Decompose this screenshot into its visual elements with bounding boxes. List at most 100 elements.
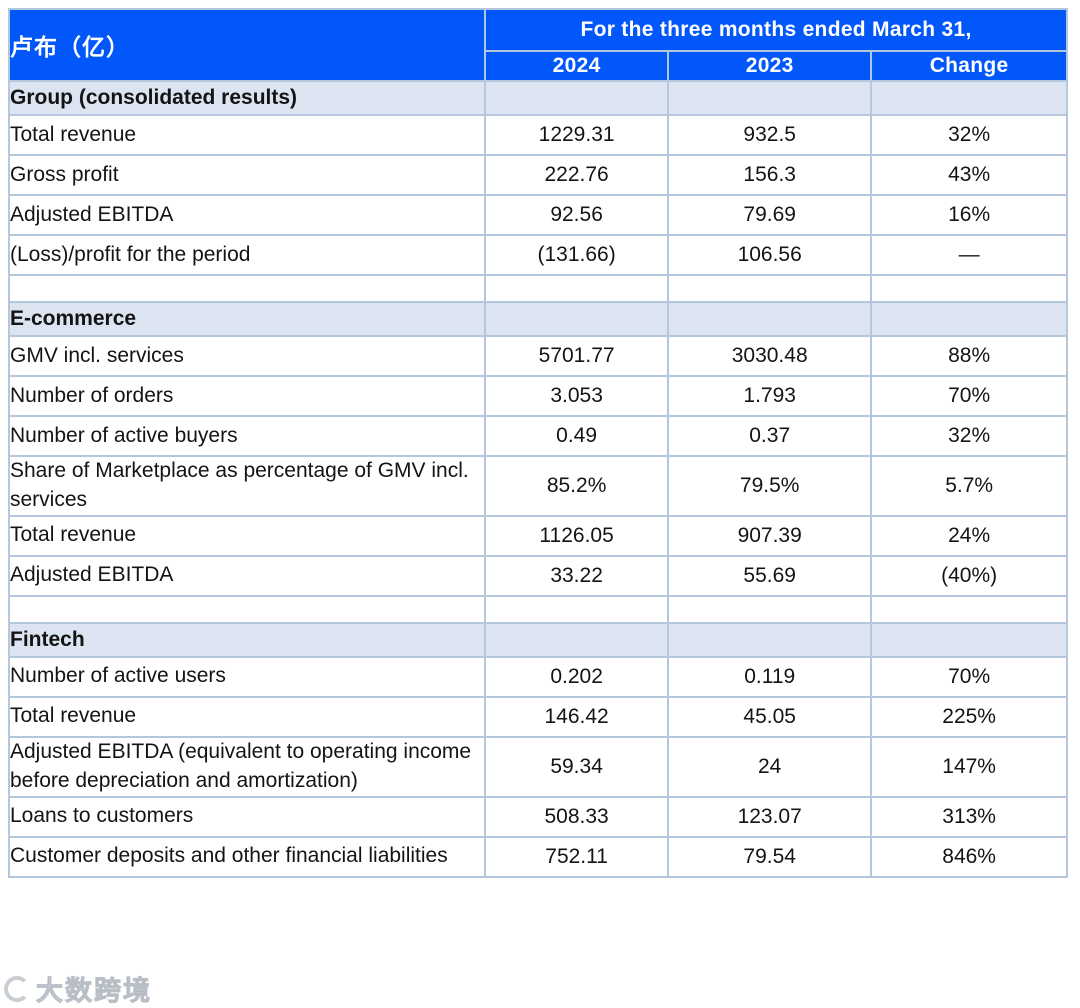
value-2024: 0.202	[484, 655, 670, 698]
row-label: Number of orders	[7, 375, 487, 417]
empty-cell	[667, 274, 873, 303]
value-change: 88%	[870, 335, 1068, 377]
table-body: Group (consolidated results) Total revenu…	[7, 80, 1068, 878]
empty-cell	[484, 594, 670, 624]
column-header-2023: 2023	[667, 50, 873, 82]
value-change: 24%	[870, 514, 1068, 557]
empty-cell	[7, 594, 487, 624]
period-header-row: 卢布（亿） For the three months ended March 3…	[7, 8, 1068, 82]
value-2023: 79.54	[667, 835, 873, 878]
value-2023: 3030.48	[667, 335, 873, 377]
value-2024: 146.42	[484, 695, 670, 738]
empty-cell	[870, 594, 1068, 624]
value-2024: 59.34	[484, 735, 670, 798]
value-change: —	[870, 234, 1068, 276]
value-2023: 79.5%	[667, 455, 873, 517]
value-change: 147%	[870, 735, 1068, 798]
value-2023: 156.3	[667, 154, 873, 196]
section-header-row: E-commerce	[7, 301, 1068, 337]
value-2023: 79.69	[667, 194, 873, 236]
value-change: 32%	[870, 415, 1068, 457]
value-2023: 907.39	[667, 514, 873, 557]
watermark: 大数跨境	[4, 969, 152, 1008]
value-2023: 24	[667, 735, 873, 798]
table-row: Total revenue 146.42 45.05 225%	[7, 695, 1068, 738]
empty-cell	[667, 80, 873, 116]
value-2024: 5701.77	[484, 335, 670, 377]
section-title: E-commerce	[7, 301, 487, 337]
year-header-row: 2024 2023 Change	[9, 50, 1068, 82]
value-2024: 1229.31	[484, 114, 670, 156]
table-row: Number of active buyers 0.49 0.37 32%	[7, 415, 1068, 457]
value-2023: 0.119	[667, 655, 873, 698]
value-2023: 1.793	[667, 375, 873, 417]
value-2024: 752.11	[484, 835, 670, 878]
table-row: Share of Marketplace as percentage of GM…	[7, 455, 1068, 517]
value-2024: 33.22	[484, 554, 670, 597]
financial-results-table: 卢布（亿） For the three months ended March 3…	[7, 8, 1068, 878]
table-row: Adjusted EBITDA 92.56 79.69 16%	[7, 194, 1068, 236]
row-label: Total revenue	[7, 114, 487, 156]
value-2024: 85.2%	[484, 455, 670, 517]
row-label: (Loss)/profit for the period	[7, 234, 487, 276]
value-2023: 45.05	[667, 695, 873, 738]
value-2024: (131.66)	[484, 234, 670, 276]
table-row: Loans to customers 508.33 123.07 313%	[7, 795, 1068, 838]
value-2023: 55.69	[667, 554, 873, 597]
row-label: GMV incl. services	[7, 335, 487, 377]
table-header: 卢布（亿） For the three months ended March 3…	[7, 8, 1068, 82]
spacer-row	[7, 274, 1068, 303]
row-label: Adjusted EBITDA	[7, 194, 487, 236]
empty-cell	[484, 301, 670, 337]
row-label: Loans to customers	[7, 795, 487, 838]
section-header-row: Group (consolidated results)	[7, 80, 1068, 116]
value-2023: 0.37	[667, 415, 873, 457]
value-change: 5.7%	[870, 455, 1068, 517]
row-label: Customer deposits and other financial li…	[7, 835, 487, 878]
empty-cell	[870, 274, 1068, 303]
table-row: Adjusted EBITDA (equivalent to operating…	[7, 735, 1068, 798]
value-change: 225%	[870, 695, 1068, 738]
value-2024: 1126.05	[484, 514, 670, 557]
empty-cell	[667, 301, 873, 337]
table-row: (Loss)/profit for the period (131.66) 106.…	[7, 234, 1068, 276]
row-label: Share of Marketplace as percentage of GM…	[7, 455, 487, 517]
value-change: 313%	[870, 795, 1068, 838]
value-change: 32%	[870, 114, 1068, 156]
row-label: Adjusted EBITDA	[7, 554, 487, 597]
table-row: GMV incl. services 5701.77 3030.48 88%	[7, 335, 1068, 377]
row-label: Number of active users	[7, 655, 487, 698]
table-row: Number of active users 0.202 0.119 70%	[7, 655, 1068, 698]
empty-cell	[870, 621, 1068, 658]
value-2024: 508.33	[484, 795, 670, 838]
value-change: 70%	[870, 375, 1068, 417]
empty-cell	[484, 274, 670, 303]
spacer-row	[7, 594, 1068, 624]
table-row: Customer deposits and other financial li…	[7, 835, 1068, 878]
column-header-2024: 2024	[484, 50, 670, 82]
empty-cell	[667, 621, 873, 658]
value-change: (40%)	[870, 554, 1068, 597]
row-label: Gross profit	[7, 154, 487, 196]
value-2024: 3.053	[484, 375, 670, 417]
row-label: Total revenue	[7, 514, 487, 557]
value-2024: 92.56	[484, 194, 670, 236]
section-header-row: Fintech	[7, 621, 1068, 658]
value-2023: 932.5	[667, 114, 873, 156]
value-2023: 123.07	[667, 795, 873, 838]
section-title: Group (consolidated results)	[7, 80, 487, 116]
empty-cell	[484, 80, 670, 116]
value-change: 70%	[870, 655, 1068, 698]
column-header-change: Change	[870, 50, 1068, 82]
row-label: Number of active buyers	[7, 415, 487, 457]
value-2024: 222.76	[484, 154, 670, 196]
value-change: 846%	[870, 835, 1068, 878]
table-row: Gross profit 222.76 156.3 43%	[7, 154, 1068, 196]
empty-cell	[870, 301, 1068, 337]
empty-cell	[870, 80, 1068, 116]
unit-label: 卢布（亿）	[7, 8, 487, 82]
empty-cell	[667, 594, 873, 624]
value-change: 43%	[870, 154, 1068, 196]
empty-cell	[7, 274, 487, 303]
